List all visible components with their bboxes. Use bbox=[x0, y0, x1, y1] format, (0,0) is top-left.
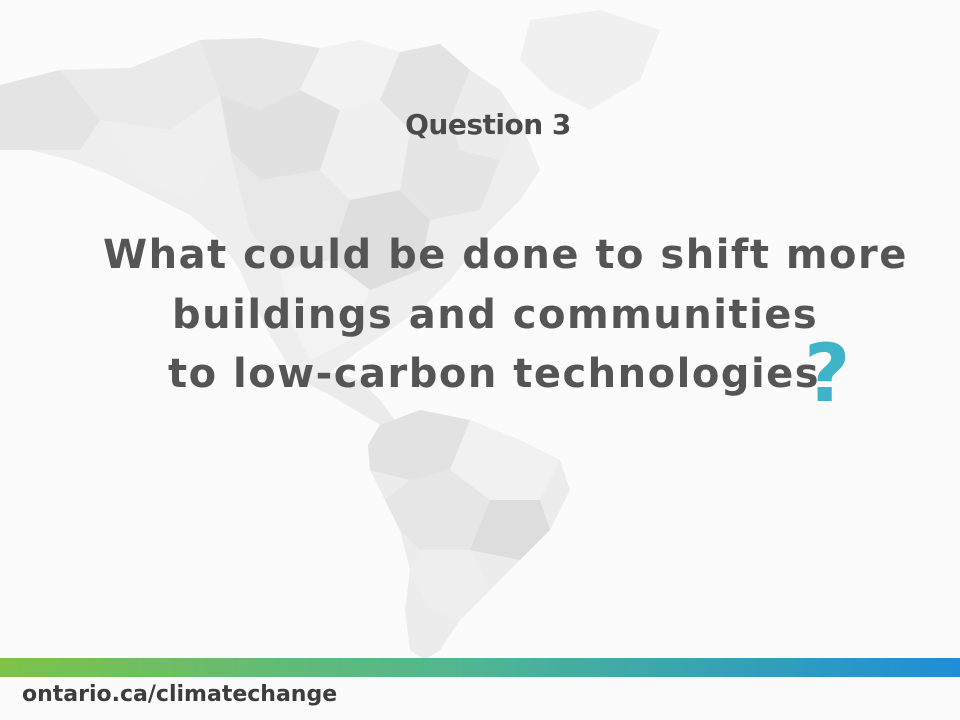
map-facet bbox=[280, 260, 370, 360]
greenland-shape bbox=[520, 10, 660, 110]
map-facet bbox=[100, 95, 230, 200]
question-line-1: What could be done to shift more bbox=[103, 232, 908, 278]
map-facet bbox=[60, 40, 220, 130]
question-line-2: buildings and communities bbox=[172, 292, 819, 338]
slide-heading: Question 3 bbox=[405, 108, 571, 141]
footer-url: ontario.ca/climatechange bbox=[22, 682, 338, 707]
map-facet bbox=[380, 44, 470, 130]
map-facet bbox=[368, 410, 470, 480]
map-facet bbox=[230, 150, 350, 270]
gradient-footer-bar bbox=[0, 658, 960, 677]
map-facet bbox=[385, 470, 490, 550]
map-facet bbox=[450, 70, 520, 160]
map-facet bbox=[410, 550, 490, 620]
question-mark-icon: ? bbox=[804, 327, 851, 420]
map-facet bbox=[450, 420, 560, 500]
map-facet bbox=[320, 100, 410, 200]
question-line-3: to low-carbon technologies bbox=[168, 351, 821, 397]
map-facet bbox=[330, 190, 430, 290]
map-facet bbox=[300, 40, 400, 110]
map-facet bbox=[400, 120, 500, 220]
map-facet bbox=[470, 500, 550, 560]
map-facet bbox=[200, 38, 320, 110]
central-america-shape bbox=[300, 372, 395, 425]
map-facet bbox=[0, 70, 100, 150]
americas-map-background bbox=[0, 10, 660, 660]
map-facet bbox=[220, 90, 340, 180]
